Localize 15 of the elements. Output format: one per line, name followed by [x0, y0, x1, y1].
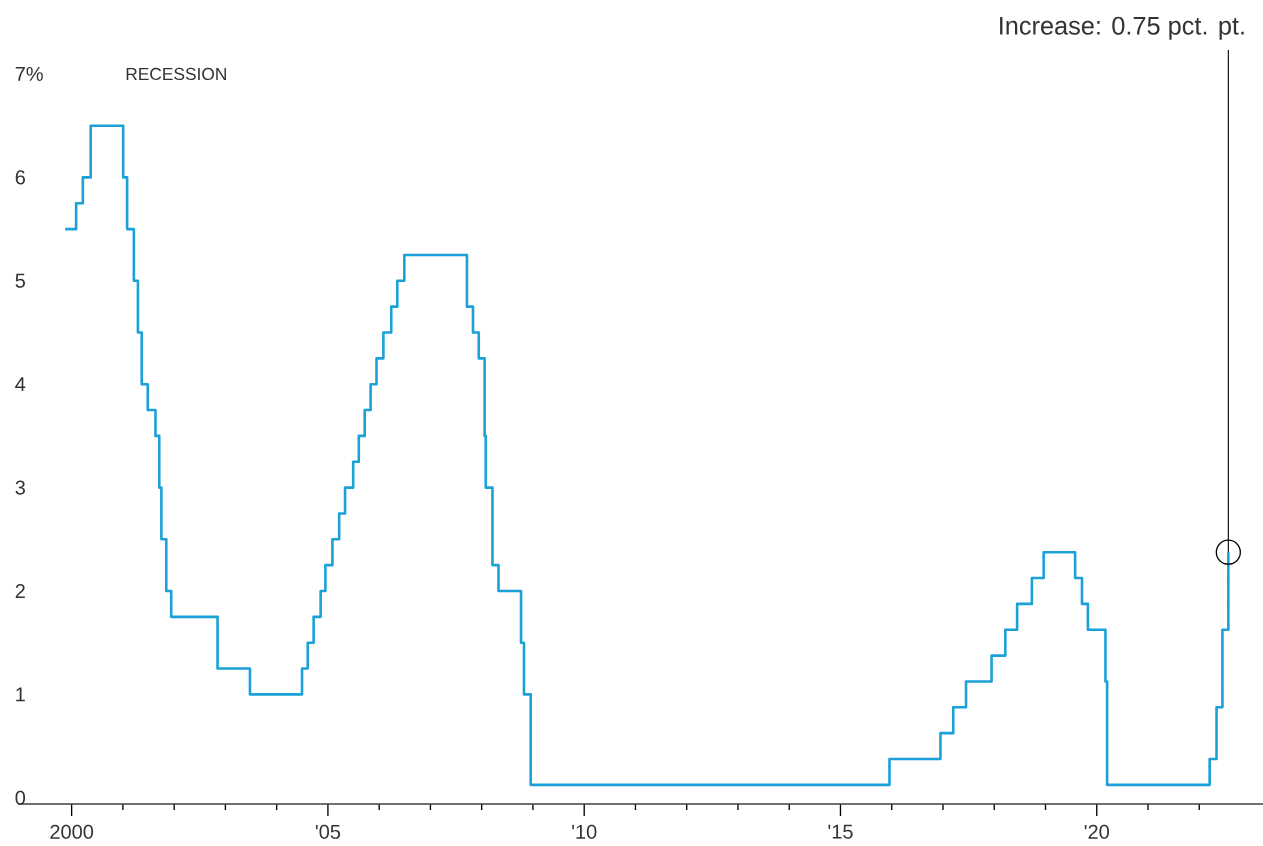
y-tick-label: 3: [15, 480, 25, 495]
y-tick-label: 6: [15, 170, 25, 185]
x-tick-label: '05: [315, 824, 341, 839]
y-tick-label: 2: [15, 584, 25, 598]
annotation: Increase: 0.75 pct. pt.: [1000, 16, 1244, 40]
y-tick-label: 7%: [15, 67, 43, 81]
x-tick-label: '15: [828, 824, 853, 839]
x-tick-label: '20: [1084, 824, 1109, 839]
x-tick-label: '10: [572, 824, 597, 839]
annotation: RECESSION: [126, 67, 226, 81]
y-tick-label: 5: [15, 273, 26, 288]
y-tick-label: 1: [16, 687, 25, 702]
y-tick-label: 0: [15, 790, 26, 805]
x-tick-label: 2000: [50, 824, 94, 839]
y-tick-label: 4: [15, 377, 26, 392]
